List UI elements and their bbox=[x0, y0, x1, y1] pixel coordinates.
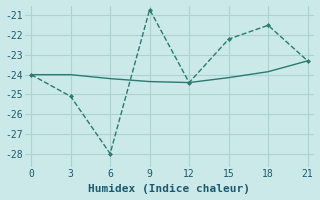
X-axis label: Humidex (Indice chaleur): Humidex (Indice chaleur) bbox=[88, 184, 250, 194]
